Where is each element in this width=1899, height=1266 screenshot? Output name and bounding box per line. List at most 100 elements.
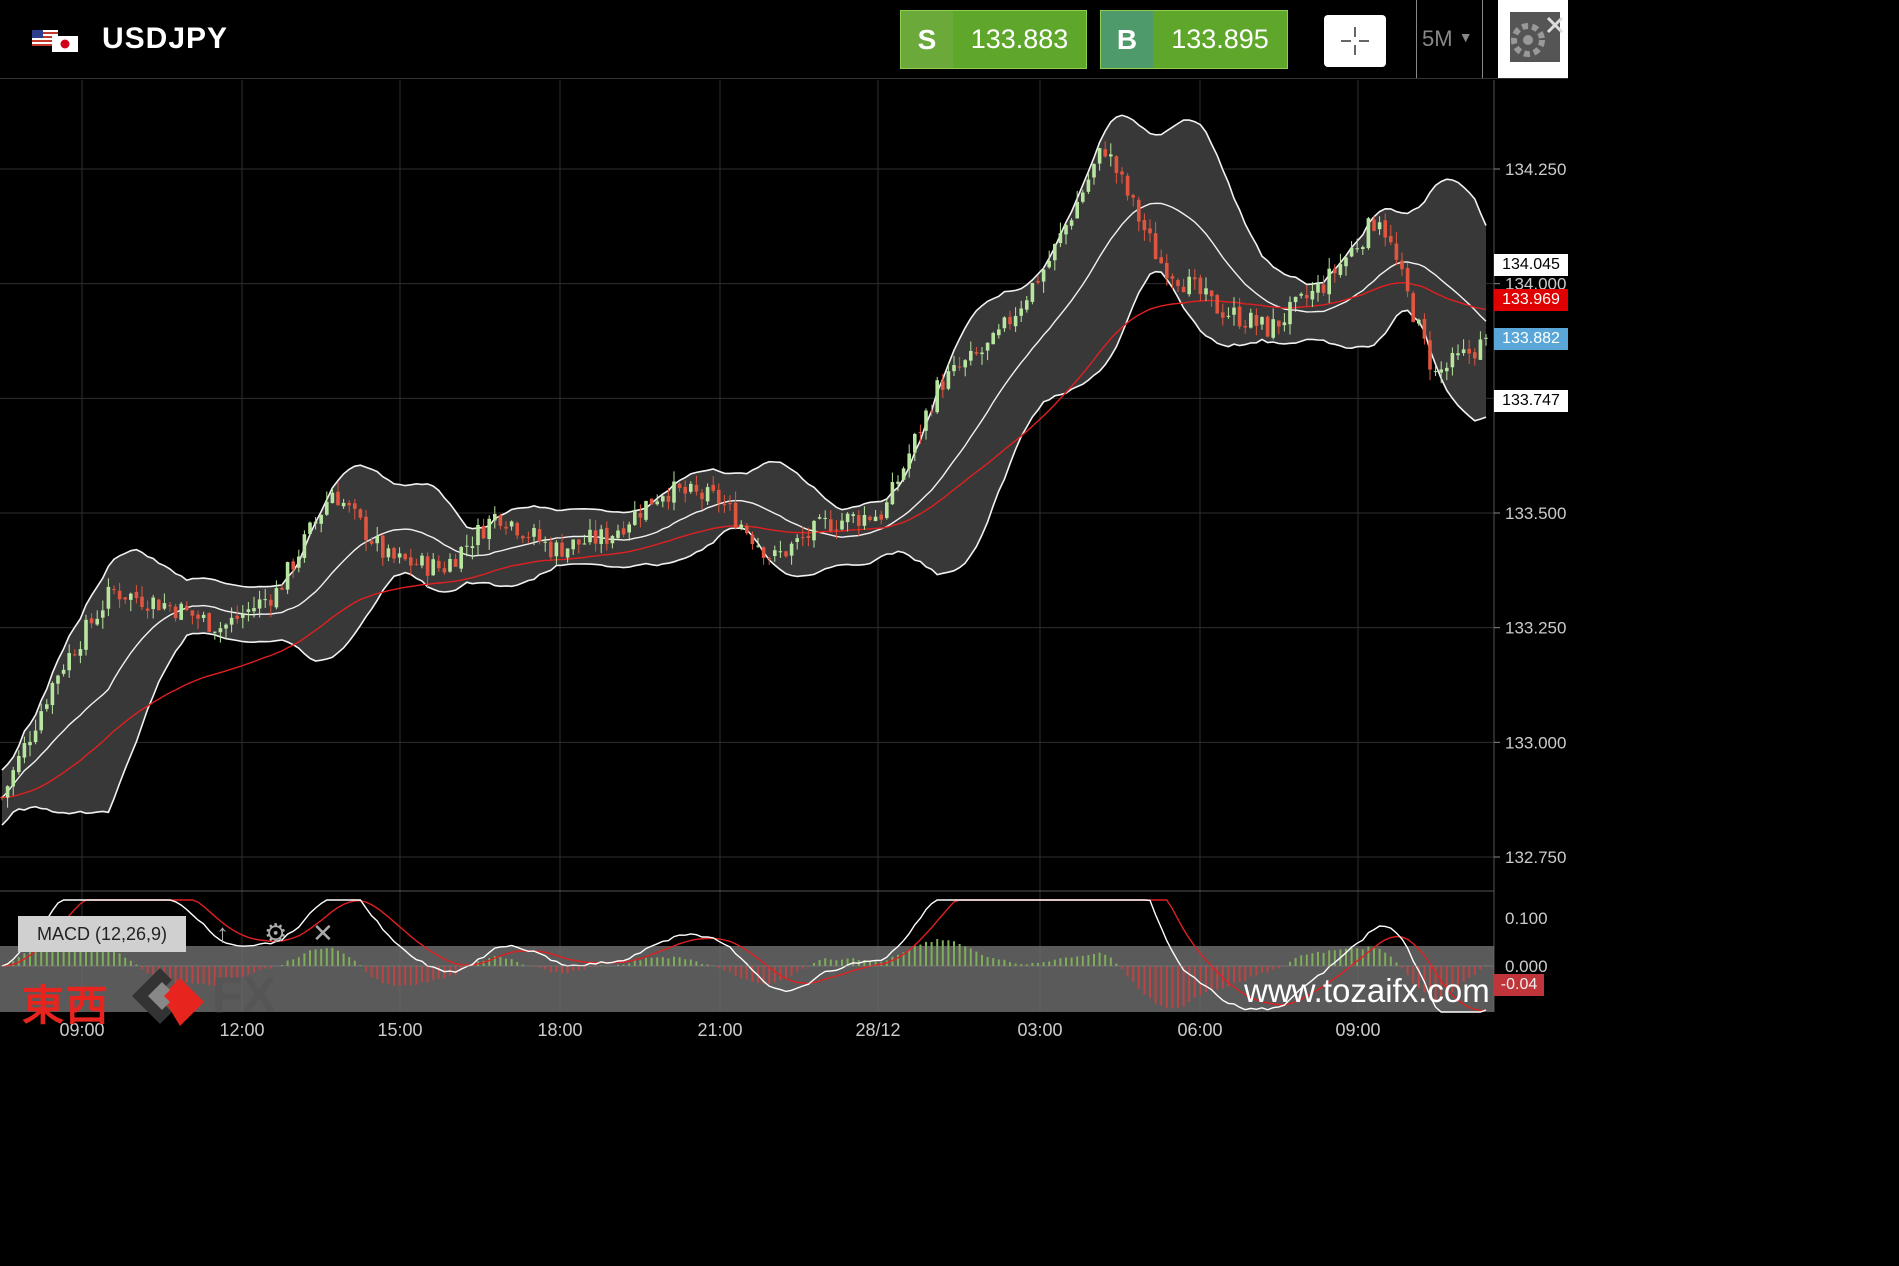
candle-body: [532, 528, 536, 537]
candle-body: [285, 562, 290, 590]
candle-body: [213, 631, 217, 633]
candle: [929, 404, 934, 417]
candle: [425, 552, 430, 587]
candle: [269, 594, 273, 618]
candlestick-series: [0, 141, 1488, 808]
candle-body: [1344, 257, 1348, 267]
candle-body: [369, 540, 374, 544]
candle: [728, 495, 732, 511]
candle: [593, 519, 598, 552]
indicator-settings-icon[interactable]: ⚙: [264, 918, 288, 948]
candle-body: [952, 365, 956, 372]
move-up-icon[interactable]: ↑: [216, 918, 229, 948]
candle: [336, 481, 340, 506]
crosshair-button[interactable]: [1324, 15, 1386, 67]
candle-body: [1165, 262, 1169, 279]
candle-body: [319, 514, 323, 524]
candle: [941, 373, 945, 399]
candle-body: [1069, 220, 1074, 226]
candle-body: [392, 548, 396, 559]
candle-body: [521, 536, 525, 539]
candle-body: [705, 487, 710, 502]
candle-body: [140, 596, 144, 608]
candle-body: [851, 514, 855, 516]
candle: [1411, 291, 1415, 323]
candle-body: [358, 509, 363, 518]
time-tick-label: 06:00: [1177, 1020, 1222, 1040]
candle-body: [1142, 220, 1147, 231]
jp-flag-icon: [52, 36, 78, 52]
candle-body: [1305, 294, 1309, 299]
candle-body: [1086, 179, 1091, 192]
toolbar-divider: [1482, 0, 1483, 78]
timeframe-label: 5M: [1422, 26, 1453, 51]
candle: [1215, 293, 1219, 314]
us-flag-icon: [32, 30, 58, 46]
candle: [521, 534, 525, 544]
macd-indicator-label[interactable]: MACD (12,26,9): [18, 916, 186, 952]
candle: [386, 544, 391, 562]
candle: [1198, 274, 1203, 301]
candle-body: [767, 557, 771, 559]
candle-body: [997, 329, 1001, 336]
candle: [1389, 224, 1393, 246]
candle: [95, 610, 99, 626]
settings-button[interactable]: [1498, 0, 1568, 78]
candle-body: [834, 529, 839, 531]
candle-body: [1019, 308, 1023, 316]
candle: [1103, 141, 1107, 158]
candle: [913, 432, 917, 462]
candle: [1109, 143, 1113, 167]
candle: [1316, 275, 1320, 302]
candle-body: [1422, 319, 1427, 339]
candle-body: [106, 586, 111, 609]
candle-body: [1025, 300, 1029, 310]
candle: [840, 512, 844, 531]
candle: [873, 509, 878, 522]
symbol-title[interactable]: USDJPY: [102, 22, 229, 55]
logo-fx-text: FX: [212, 967, 276, 1023]
price-chart[interactable]: 134.250134.000133.750133.500133.250133.0…: [0, 0, 1568, 1045]
candle: [341, 498, 346, 509]
candle-body: [1473, 352, 1477, 359]
candle: [308, 521, 312, 536]
candle-body: [1366, 218, 1371, 249]
sell-button[interactable]: S 133.883: [900, 10, 1087, 69]
candle: [890, 472, 895, 506]
candle-body: [1176, 280, 1180, 287]
candle: [1338, 253, 1343, 278]
website-watermark: www.tozaifx.com: [1244, 972, 1490, 1009]
candle-body: [565, 548, 570, 558]
candle: [1433, 365, 1438, 377]
candle: [1400, 252, 1404, 276]
candle: [1193, 269, 1197, 290]
buy-button[interactable]: B 133.895: [1100, 10, 1288, 69]
candle-body: [201, 614, 206, 618]
candle: [666, 487, 671, 510]
candle-body: [1036, 280, 1040, 283]
candle: [1226, 307, 1231, 319]
candle: [1069, 218, 1074, 230]
candle: [812, 519, 816, 548]
candle: [1394, 232, 1399, 266]
candle: [879, 510, 883, 525]
candle: [1081, 189, 1085, 204]
bollinger-upper-price-tag: 134.045: [1494, 254, 1568, 276]
candle: [918, 424, 923, 444]
bollinger-middle-line: [1, 202, 1487, 799]
remove-indicator-icon[interactable]: ✕: [312, 918, 334, 948]
candle-body: [728, 503, 732, 505]
candle-body: [649, 498, 654, 505]
candle-body: [711, 484, 715, 491]
timeframe-selector[interactable]: 5M ▼: [1422, 26, 1473, 52]
candle-body: [1249, 312, 1253, 328]
candle: [733, 491, 738, 530]
candle: [1058, 222, 1063, 248]
candle: [1445, 362, 1449, 381]
candle-body: [364, 516, 368, 541]
candle: [280, 584, 284, 590]
candle-body: [330, 492, 335, 504]
candle: [1282, 313, 1287, 332]
candle-body: [980, 352, 984, 355]
candle: [246, 602, 251, 622]
